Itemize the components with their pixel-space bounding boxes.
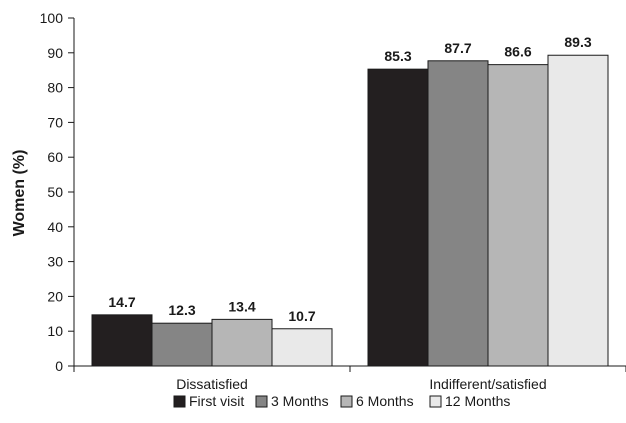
y-tick-label: 90 <box>47 45 63 61</box>
data-label: 85.3 <box>384 48 411 64</box>
x-category-label: Dissatisfied <box>176 376 248 392</box>
y-axis-title: Women (%) <box>11 150 28 237</box>
legend-label: First visit <box>189 393 244 409</box>
y-tick-label: 10 <box>47 323 63 339</box>
y-tick-label: 20 <box>47 288 63 304</box>
y-tick-label: 50 <box>47 184 63 200</box>
legend-label: 3 Months <box>271 393 329 409</box>
bar-6-months-dissatisfied <box>211 318 273 367</box>
y-tick-label: 40 <box>47 219 63 235</box>
bar-12-months-dissatisfied <box>271 328 333 367</box>
bar-first-visit-indifferent-satisfied <box>367 68 429 367</box>
data-label: 10.7 <box>288 308 315 324</box>
data-label: 86.6 <box>504 44 531 60</box>
y-tick-label: 80 <box>47 80 63 96</box>
legend-swatch <box>340 395 353 408</box>
x-axis: Dissatisfied Indifferent/satisfied <box>73 365 626 392</box>
y-tick-label: 70 <box>47 114 63 130</box>
x-category-label: Indifferent/satisfied <box>429 376 546 392</box>
bar-6-months-indifferent-satisfied <box>487 64 549 367</box>
bar-12-months-indifferent-satisfied <box>547 54 609 367</box>
y-axis: 0 10 20 30 40 50 60 70 80 90 100 <box>40 10 75 374</box>
bar-3-months-indifferent-satisfied <box>427 60 489 367</box>
data-label: 14.7 <box>108 294 135 310</box>
data-label: 87.7 <box>444 40 471 56</box>
bar-first-visit-dissatisfied <box>91 314 153 367</box>
legend-swatch <box>429 395 442 408</box>
bars-group <box>91 54 609 367</box>
legend-swatch <box>173 395 186 408</box>
data-label: 89.3 <box>564 34 591 50</box>
legend-swatch <box>255 395 268 408</box>
y-tick-label: 100 <box>40 10 64 26</box>
legend: First visit 3 Months 6 Months 12 Months <box>173 393 510 409</box>
y-tick-label: 60 <box>47 149 63 165</box>
data-labels-group: 14.7 12.3 13.4 10.7 85.3 87.7 86.6 89.3 <box>108 34 591 324</box>
y-tick-label: 30 <box>47 254 63 270</box>
y-tick-label: 0 <box>55 358 63 374</box>
legend-label: 12 Months <box>445 393 510 409</box>
data-label: 12.3 <box>168 302 195 318</box>
legend-label: 6 Months <box>356 393 414 409</box>
bar-3-months-dissatisfied <box>151 322 213 367</box>
data-label: 13.4 <box>228 298 255 314</box>
